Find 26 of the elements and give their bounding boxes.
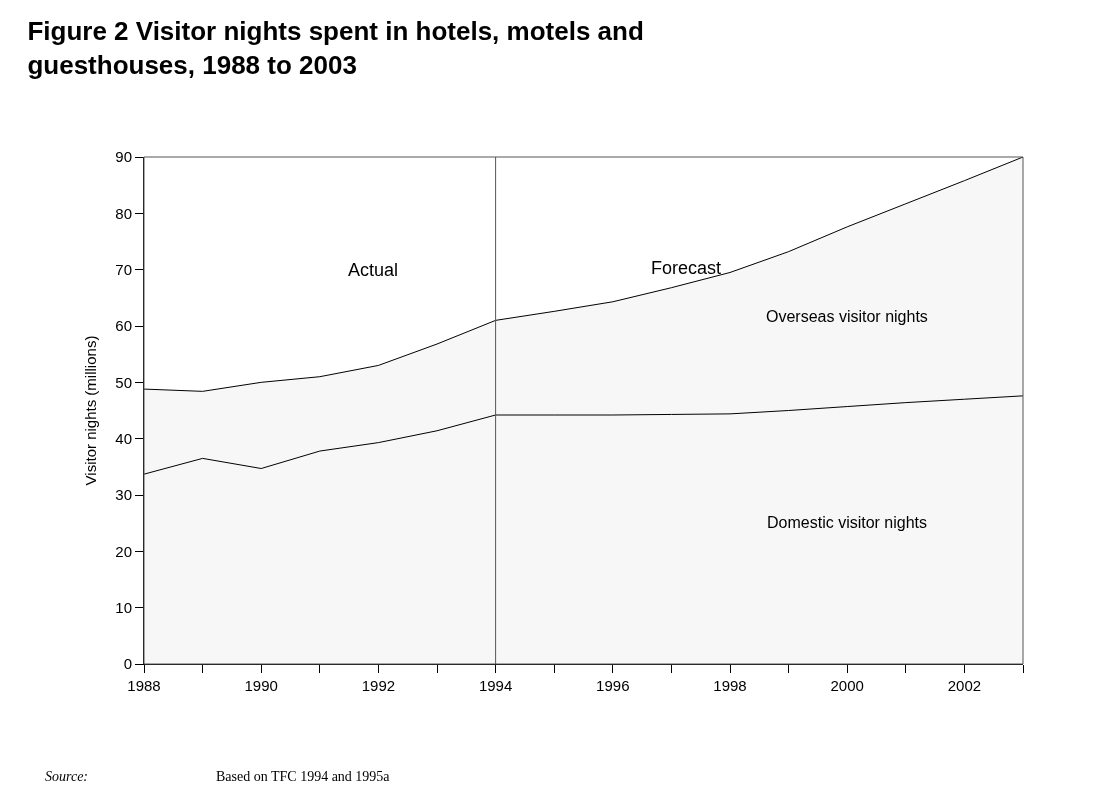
x-tick-label: 1990 xyxy=(244,677,278,694)
y-tick-label: 80 xyxy=(115,204,132,222)
y-tick-label: 60 xyxy=(115,317,132,335)
y-axis-title: Visitor nights (millions) xyxy=(81,335,99,486)
y-tick-label: 30 xyxy=(115,486,132,504)
y-tick-label: 70 xyxy=(115,260,132,278)
y-tick-label: 0 xyxy=(123,655,132,673)
chart-title: Figure 2 Visitor nights spent in hotels, motels and guesthouses, 1988 to 2003 xyxy=(27,15,644,80)
text: Based on TFC 1994 and 1995a xyxy=(216,769,391,784)
x-tick-label: 1996 xyxy=(596,677,630,694)
y-tick-label: 20 xyxy=(115,542,132,560)
annotation: Actual xyxy=(348,260,399,280)
x-tick-label: 1992 xyxy=(361,677,396,694)
x-tick-label: 1988 xyxy=(127,677,161,694)
y-tick-label: 40 xyxy=(115,429,132,447)
source-note: Source: xyxy=(45,769,89,784)
x-tick-label: 1998 xyxy=(713,677,747,694)
series-label: Domestic visitor nights xyxy=(767,514,928,531)
y-tick-label: 50 xyxy=(115,373,132,391)
x-tick-label: 1994 xyxy=(478,677,513,694)
y-tick-label: 90 xyxy=(115,148,132,166)
x-tick-label: 2002 xyxy=(947,677,982,694)
series-label: Overseas visitor nights xyxy=(766,308,928,325)
y-tick-label: 10 xyxy=(115,598,132,616)
x-tick-label: 2000 xyxy=(830,677,864,694)
annotation: Forecast xyxy=(651,258,722,278)
